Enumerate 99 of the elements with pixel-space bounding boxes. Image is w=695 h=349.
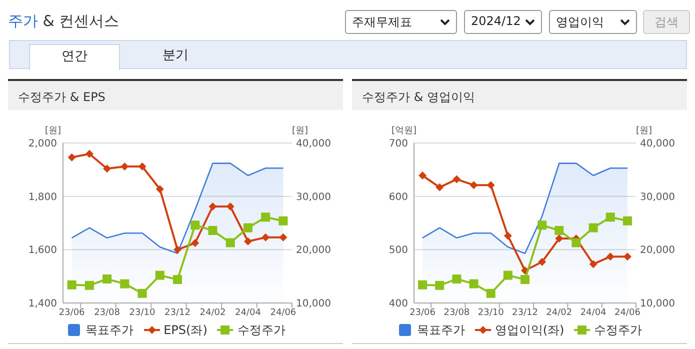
x-tick-label: 24/04	[234, 308, 262, 318]
y-tick-label: 400	[388, 298, 408, 310]
y-tick-label: 1,600	[28, 245, 57, 256]
chart-title: 수정주가 & EPS	[8, 81, 343, 110]
y-axis-title: [원]	[44, 126, 62, 136]
x-tick-label: 23/12	[512, 308, 538, 318]
x-tick-label: 23/06	[410, 308, 436, 318]
y2-tick-label: 10,000	[640, 298, 675, 310]
point	[606, 212, 615, 222]
point	[504, 232, 512, 240]
point	[486, 288, 496, 298]
x-tick-label: 23/06	[58, 308, 86, 318]
legend-label: 목표주가	[416, 322, 465, 338]
legend-label: 수정주가	[237, 322, 286, 338]
chart-title: 수정주가 & 영업이익	[352, 81, 687, 110]
y-tick-label: 1,400	[28, 298, 57, 310]
point	[436, 183, 444, 192]
y-axis-title: [억원]	[391, 126, 417, 136]
point	[191, 239, 200, 247]
point	[572, 238, 581, 248]
point	[452, 175, 461, 184]
y-tick-label: 1,800	[28, 192, 57, 203]
text: 주재무제표	[345, 10, 457, 34]
y2-axis-title: [원]	[636, 126, 652, 136]
y-tick-label: 500	[388, 245, 408, 256]
point	[452, 274, 462, 284]
point	[243, 223, 252, 232]
legend-label: 목표주가	[86, 322, 134, 338]
point	[262, 233, 270, 242]
point	[103, 164, 112, 173]
point	[470, 181, 478, 190]
text: 연간	[29, 44, 120, 70]
point	[156, 185, 164, 194]
y2-tick-label: 30,000	[640, 192, 675, 203]
point	[520, 275, 530, 284]
text: 영업이익	[549, 10, 637, 34]
point	[244, 237, 252, 246]
point	[469, 279, 478, 288]
point	[538, 220, 547, 230]
point	[68, 153, 76, 162]
x-tick-label: 23/10	[478, 308, 504, 318]
point	[208, 226, 218, 235]
point	[138, 162, 146, 170]
legend-label: EPS(좌)	[164, 322, 208, 338]
point	[606, 252, 614, 261]
point	[67, 280, 76, 290]
point	[623, 252, 632, 261]
point	[589, 260, 598, 268]
point	[85, 150, 94, 158]
point	[435, 280, 444, 290]
point	[138, 288, 147, 298]
x-tick-label: 24/02	[546, 308, 572, 318]
point	[622, 216, 632, 226]
point	[418, 172, 427, 180]
x-tick-label: 23/08	[94, 308, 120, 318]
x-tick-label: 24/06	[270, 308, 296, 318]
point	[190, 220, 200, 230]
x-tick-label: 24/06	[614, 308, 641, 318]
y2-tick-label: 30,000	[296, 192, 331, 203]
y2-tick-label: 10,000	[296, 298, 331, 310]
text: 분기	[162, 47, 190, 65]
x-tick-label: 23/10	[129, 308, 156, 318]
y-tick-label: 700	[388, 138, 408, 150]
y-tick-label: 600	[388, 192, 408, 203]
point	[588, 223, 598, 232]
point	[538, 258, 546, 266]
point	[102, 274, 112, 284]
x-tick-label: 24/04	[580, 308, 607, 318]
point	[174, 246, 182, 254]
y2-tick-label: 40,000	[640, 138, 675, 150]
point	[261, 212, 270, 222]
point	[208, 202, 217, 210]
point	[120, 162, 129, 170]
text: 검색	[643, 10, 690, 34]
x-tick-label: 24/02	[200, 308, 226, 318]
y2-tick-label: 20,000	[296, 245, 331, 256]
point	[226, 202, 234, 210]
point	[554, 226, 564, 235]
point	[503, 270, 512, 280]
y2-tick-label: 40,000	[296, 138, 331, 150]
point	[173, 275, 182, 284]
y2-tick-label: 20,000	[640, 245, 675, 256]
x-tick-label: 23/12	[164, 308, 190, 318]
point	[278, 216, 288, 226]
x-tick-label: 23/08	[444, 308, 470, 318]
point	[418, 280, 428, 290]
point	[486, 181, 495, 190]
legend-label: 수정주가	[594, 322, 642, 338]
point	[155, 270, 164, 280]
text: 2024/12	[464, 10, 542, 34]
y2-axis-title: [원]	[292, 126, 308, 136]
legend-label: 영업이익(좌)	[494, 322, 564, 338]
text: 주가 & 컨센서스	[8, 12, 120, 31]
point	[120, 279, 130, 288]
point	[84, 280, 94, 290]
point	[555, 234, 564, 242]
point	[226, 238, 235, 248]
y-tick-label: 2,000	[28, 138, 57, 150]
point	[279, 233, 288, 242]
